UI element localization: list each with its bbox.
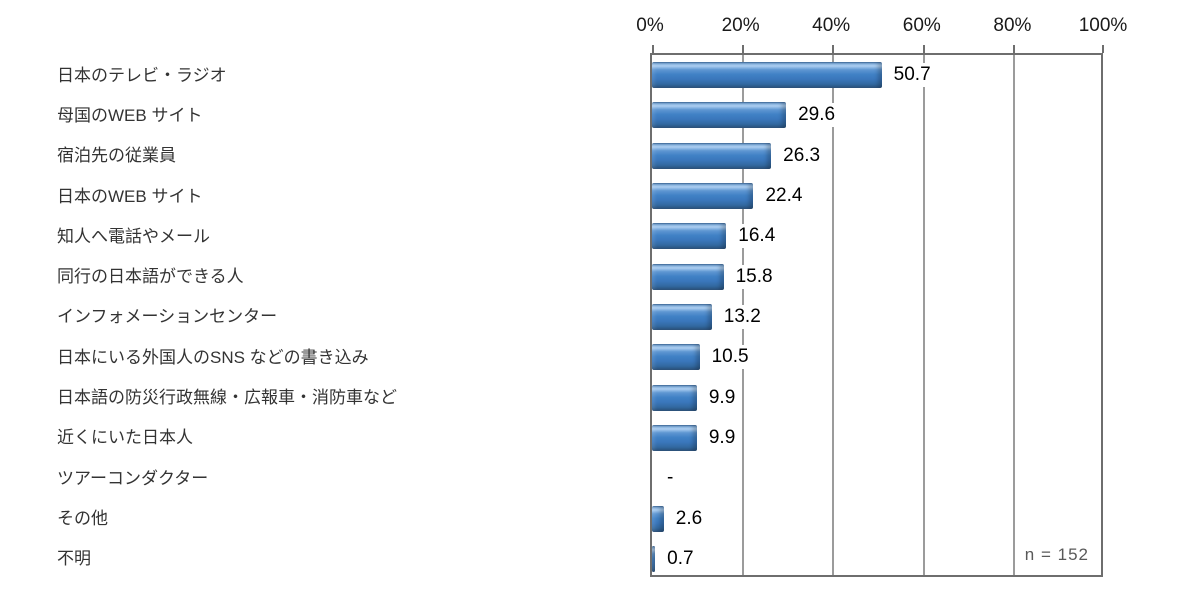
category-label: 日本にいる外国人のSNS などの書き込み: [57, 347, 369, 367]
data-value-label: 9.9: [705, 385, 739, 410]
x-axis-tick-mark: [1102, 45, 1104, 53]
x-axis-tick-label: 80%: [993, 15, 1032, 36]
x-axis-tick-label: 0%: [636, 15, 664, 36]
category-label: 日本のWEB サイト: [57, 186, 203, 206]
vertical-gridline: [1013, 55, 1016, 575]
x-axis-tick-mark: [652, 45, 654, 53]
data-value-label: 22.4: [762, 184, 806, 209]
data-bar: [652, 304, 712, 330]
data-bar: [652, 142, 772, 169]
data-value-label: 16.4: [735, 224, 779, 249]
data-value-label: 15.8: [732, 264, 776, 289]
data-value-label: 2.6: [672, 506, 706, 531]
data-bar: [652, 183, 754, 210]
data-value-label: 10.5: [708, 345, 752, 370]
x-axis-tick-mark: [741, 45, 744, 53]
x-axis-tick-label: 100%: [1078, 15, 1128, 36]
x-axis-tick-mark: [832, 45, 835, 53]
category-label: ツアーコンダクター: [57, 468, 209, 488]
data-bar: [652, 263, 724, 290]
category-label: インフォメーションセンター: [57, 307, 278, 327]
data-value-label: 26.3: [780, 143, 824, 168]
x-axis-tick-mark: [922, 45, 925, 53]
category-label: 日本のテレビ・ラジオ: [57, 65, 227, 85]
data-value-label: 0.7: [664, 546, 697, 571]
vertical-gridline: [922, 55, 925, 575]
data-bar: [652, 424, 697, 451]
data-bar: [652, 223, 727, 250]
plot-area: n = 152 50.7 29.6 26.3 22.4 16.4 15.8 13.2 10.5…: [650, 45, 1104, 577]
data-value-label: -: [664, 466, 677, 491]
x-axis-tick-label: 60%: [902, 15, 941, 36]
data-bar: [652, 344, 700, 371]
vertical-gridline: [832, 55, 835, 575]
data-bar: [652, 102, 787, 129]
data-bar: [652, 62, 882, 89]
sample-size-annotation: n = 152: [1024, 545, 1089, 564]
data-value-label: 9.9: [705, 425, 739, 450]
category-label: 母国のWEB サイト: [57, 105, 203, 125]
category-label: 知人へ電話やメール: [57, 226, 210, 246]
category-label: 宿泊先の従業員: [57, 146, 176, 166]
category-label: 同行の日本語ができる人: [57, 267, 244, 287]
data-bar: [652, 505, 664, 532]
category-label: 日本語の防災行政無線・広報車・消防車など: [57, 388, 397, 408]
data-bar: [652, 384, 697, 411]
x-axis-tick-label: 40%: [812, 15, 851, 36]
x-axis-tick-mark: [1013, 45, 1016, 53]
category-label: 近くにいた日本人: [57, 428, 193, 448]
data-bar: [652, 545, 656, 572]
data-value-label: 29.6: [795, 103, 839, 128]
data-value-label: 13.2: [720, 305, 764, 329]
x-axis-tick-label: 20%: [721, 15, 760, 36]
category-label: 不明: [57, 549, 91, 569]
category-label: その他: [57, 509, 108, 529]
data-value-label: 50.7: [890, 63, 934, 88]
